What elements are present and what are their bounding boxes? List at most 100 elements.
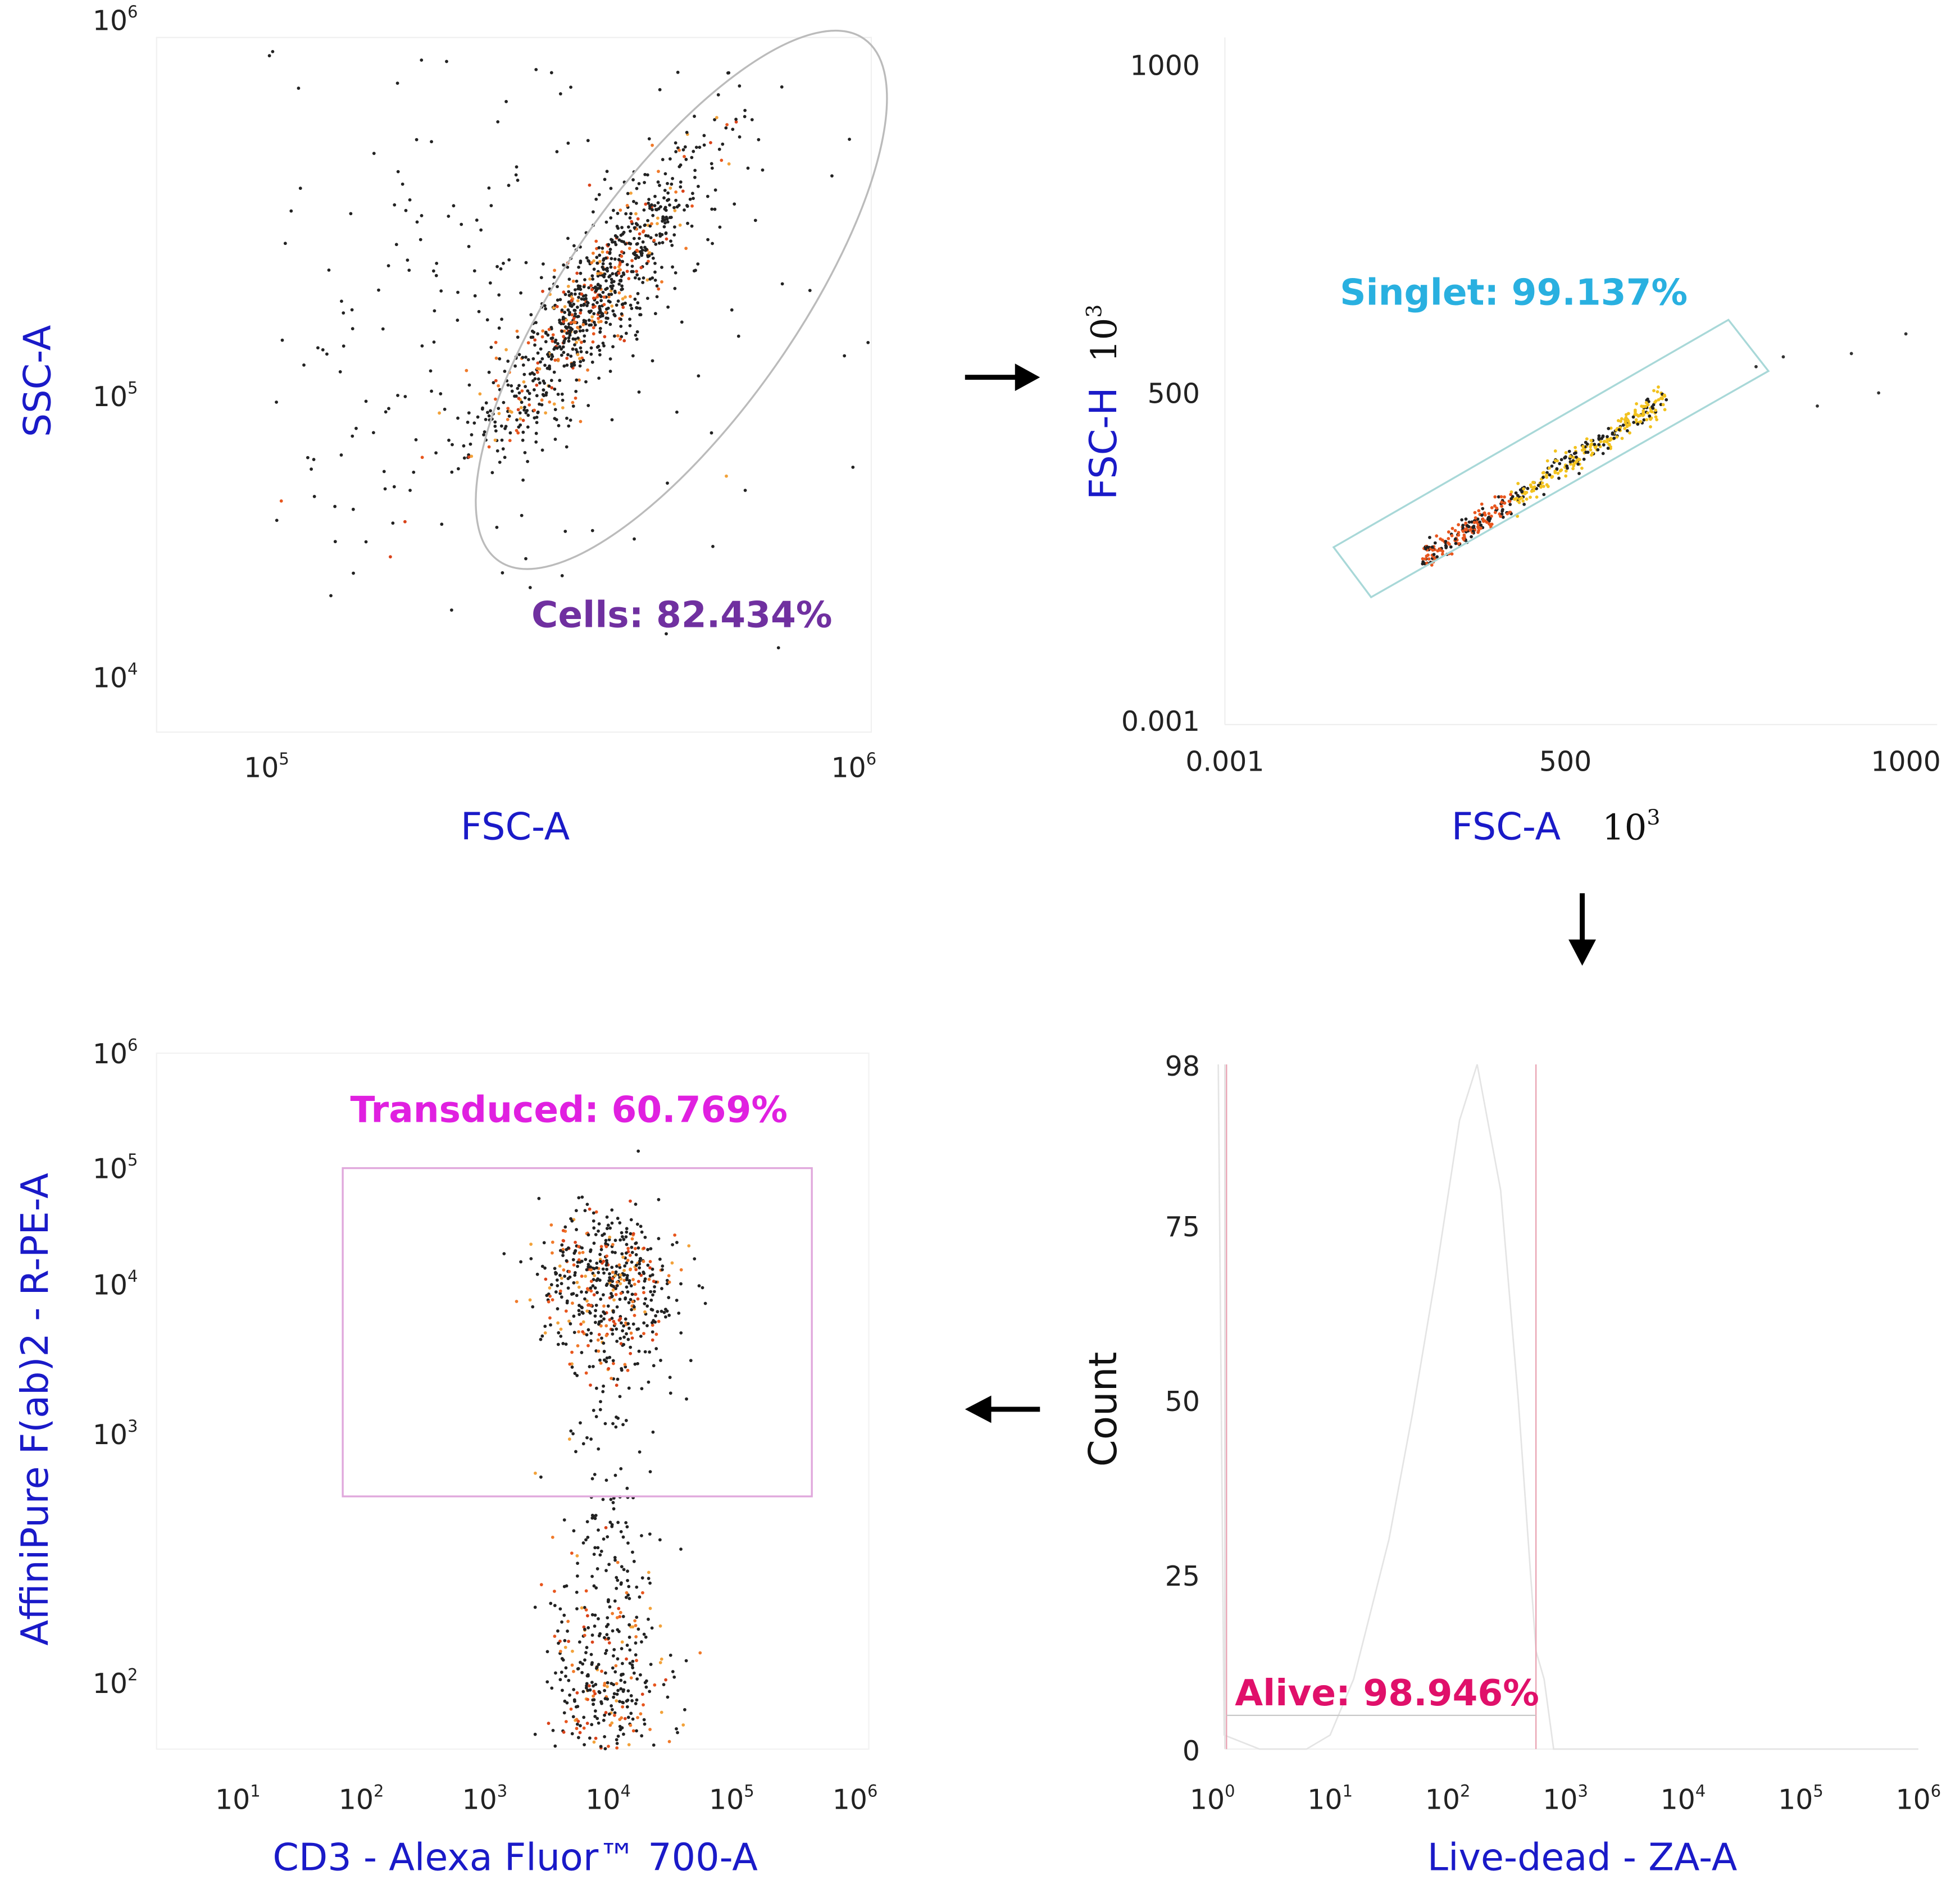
data-point — [634, 1268, 638, 1272]
data-point — [560, 347, 563, 351]
data-point — [613, 1713, 616, 1717]
data-point — [1574, 455, 1578, 459]
data-point — [562, 1518, 566, 1522]
data-point — [602, 1317, 606, 1321]
data-point — [627, 1635, 631, 1639]
data-point — [616, 1578, 620, 1582]
data-point — [597, 1222, 601, 1226]
tick-base: 10 — [1661, 1784, 1695, 1816]
data-point — [848, 138, 851, 141]
data-point — [560, 308, 564, 312]
data-point — [562, 1239, 566, 1242]
data-point — [629, 1268, 632, 1272]
data-point — [506, 359, 510, 363]
data-point — [1448, 542, 1451, 546]
data-point — [1522, 503, 1526, 506]
data-point — [534, 440, 538, 444]
data-point — [1609, 438, 1613, 441]
data-point — [610, 304, 614, 308]
data-point — [633, 1313, 636, 1317]
data-point — [725, 123, 729, 126]
data-point — [696, 262, 700, 266]
data-point — [1652, 403, 1656, 407]
data-point — [563, 305, 567, 308]
data-point — [727, 71, 731, 75]
data-point — [602, 1341, 606, 1345]
x-unit-exp: 3 — [1647, 805, 1660, 830]
data-point — [1541, 475, 1545, 479]
data-point — [638, 225, 642, 229]
data-point — [593, 1714, 597, 1718]
data-point — [644, 202, 648, 206]
data-point — [495, 449, 499, 453]
data-point — [598, 253, 602, 257]
data-point — [389, 555, 392, 559]
data-point — [1547, 466, 1551, 470]
transduced-gate[interactable] — [342, 1167, 813, 1497]
data-point — [548, 1286, 552, 1290]
data-point — [607, 1238, 611, 1241]
data-point — [685, 204, 689, 208]
data-point — [657, 1237, 661, 1240]
data-point — [597, 1271, 601, 1274]
data-point — [515, 429, 519, 433]
data-point — [601, 250, 604, 254]
data-point — [1648, 414, 1652, 418]
data-point — [597, 246, 601, 249]
data-point — [694, 145, 698, 149]
data-point — [662, 225, 666, 229]
histogram-curve — [1217, 1064, 1918, 1750]
data-point — [339, 453, 343, 457]
data-point — [562, 1711, 566, 1715]
data-point — [574, 348, 578, 352]
data-point — [552, 275, 556, 279]
data-point — [565, 363, 569, 367]
data-point — [623, 1717, 627, 1720]
data-point — [626, 1541, 630, 1545]
data-point — [569, 1707, 573, 1711]
data-point — [1654, 415, 1658, 419]
data-point — [596, 1338, 600, 1342]
data-point — [648, 277, 652, 281]
data-point — [1539, 484, 1543, 488]
data-point — [633, 226, 636, 230]
cells-gate[interactable] — [404, 0, 958, 627]
data-point — [634, 1653, 638, 1657]
data-point — [586, 1674, 590, 1678]
data-point — [567, 424, 571, 428]
data-point — [616, 1688, 620, 1692]
data-point — [609, 186, 613, 190]
data-point — [652, 1364, 656, 1368]
data-point — [635, 270, 638, 273]
data-point — [610, 1295, 613, 1299]
data-point — [342, 344, 345, 348]
data-point — [497, 412, 501, 416]
tick-label: 25 — [1165, 1560, 1200, 1592]
tick-base: 10 — [709, 1784, 744, 1816]
data-point — [602, 1271, 606, 1275]
data-point — [635, 242, 639, 246]
data-point — [621, 1329, 625, 1333]
data-point — [596, 1546, 600, 1550]
data-point — [462, 444, 466, 448]
data-point — [554, 1671, 557, 1675]
data-point — [584, 1651, 588, 1655]
data-point — [622, 1688, 626, 1692]
data-point — [599, 1298, 603, 1301]
data-point — [589, 1437, 593, 1441]
data-point — [637, 182, 641, 185]
data-point — [1550, 464, 1554, 468]
data-point — [1615, 428, 1618, 432]
data-point — [713, 207, 717, 211]
singlet-gate[interactable] — [1332, 318, 1770, 599]
data-point — [557, 1641, 560, 1645]
data-point — [649, 1298, 653, 1302]
data-point — [1567, 449, 1571, 453]
data-point — [577, 1313, 581, 1316]
data-point — [306, 456, 310, 459]
data-point — [566, 142, 570, 145]
data-point — [350, 308, 354, 312]
data-point — [627, 1623, 631, 1627]
data-point — [1606, 435, 1609, 439]
data-point — [508, 439, 512, 443]
